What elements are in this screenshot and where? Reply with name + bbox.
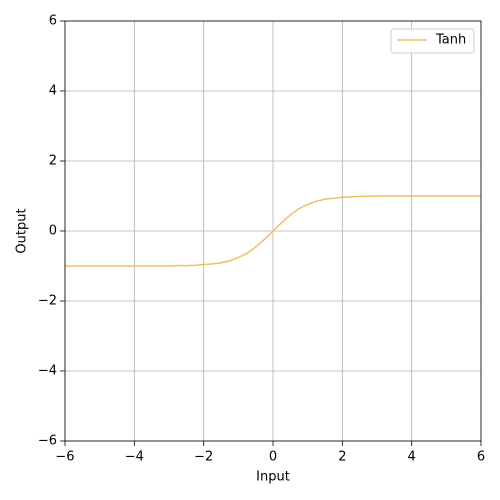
legend: Tanh — [390, 28, 475, 54]
y-tick-label: −2 — [38, 294, 57, 309]
x-tick-label: 2 — [338, 450, 346, 465]
x-tick-label: −2 — [194, 450, 213, 465]
x-tick-label: 0 — [269, 450, 277, 465]
y-tick-label: 2 — [49, 154, 57, 169]
y-tick-label: −6 — [38, 434, 57, 449]
y-tick-label: 6 — [49, 14, 57, 29]
y-tick-label: 0 — [49, 224, 57, 239]
x-axis-label: Input — [256, 470, 290, 485]
x-tick-label: 4 — [408, 450, 416, 465]
series-line — [65, 195, 481, 267]
y-tick-label: −4 — [38, 364, 57, 379]
y-axis-label: Output — [15, 208, 30, 253]
y-tick-label: 4 — [49, 84, 57, 99]
x-tick-label: 6 — [477, 450, 485, 465]
line-layer — [65, 195, 481, 267]
legend-label: Tanh — [435, 33, 466, 48]
legend-box — [390, 28, 475, 54]
x-tick-label: −6 — [55, 450, 74, 465]
x-tick-label: −4 — [125, 450, 144, 465]
